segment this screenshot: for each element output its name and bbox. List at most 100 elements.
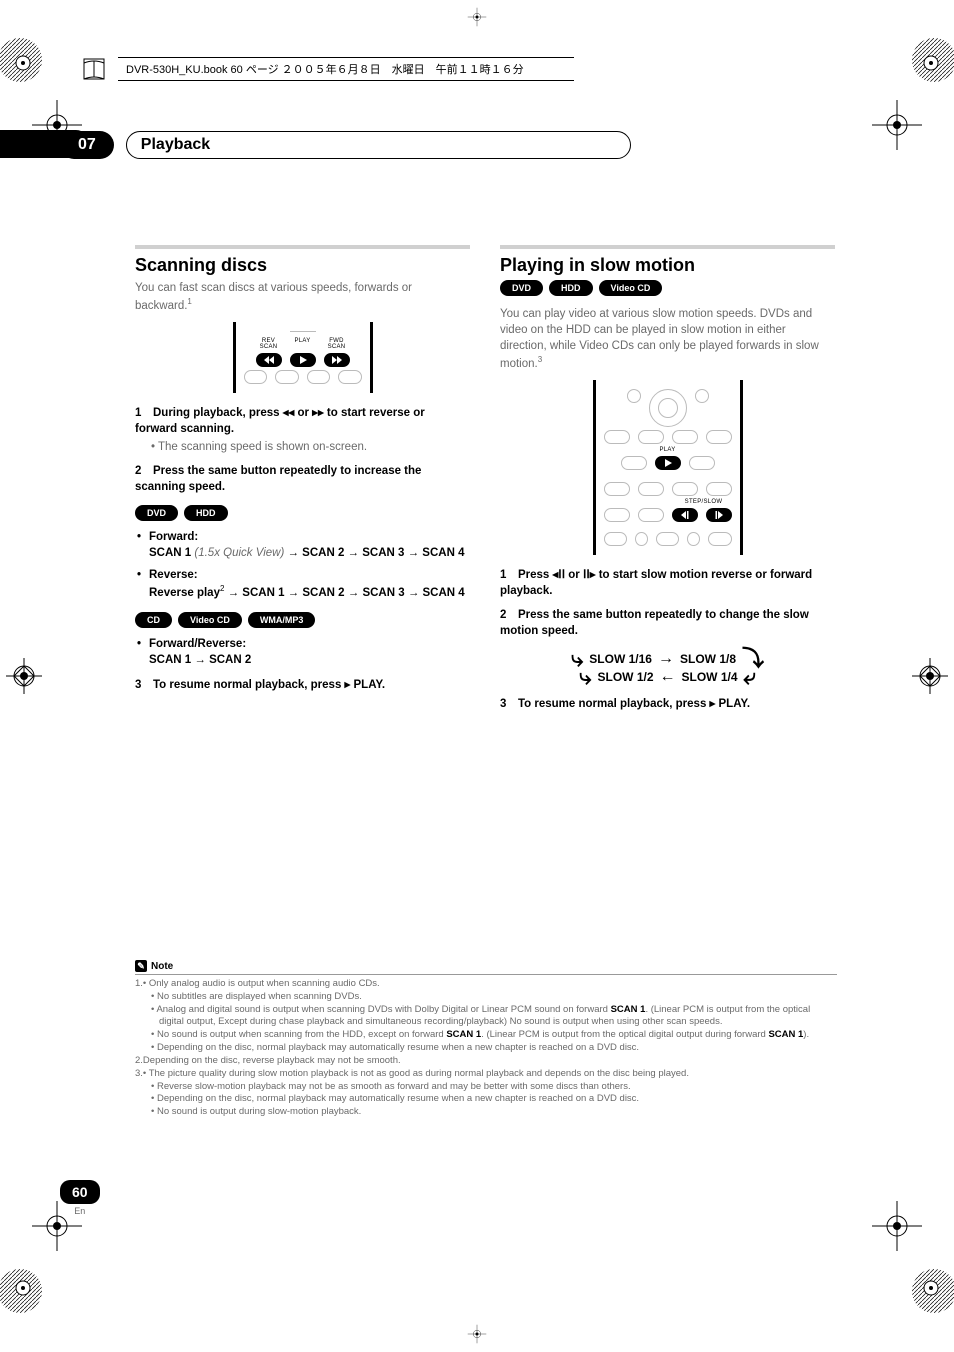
footnote-1c: • Analog and digital sound is output whe… (135, 1004, 837, 1030)
remote-button-icon (275, 370, 299, 384)
remote-button-icon (672, 430, 698, 444)
pill-dvd: DVD (500, 280, 543, 296)
header-file-path: DVR-530H_KU.book 60 ページ ２００５年６月８日 水曜日 午前… (118, 57, 574, 81)
remote-button-icon (656, 532, 680, 546)
step-text: During playback, press ◂◂ or ▸▸ to start… (135, 407, 425, 435)
note-text: . (Linear PCM is output from the optical… (481, 1029, 768, 1040)
quick-view-text: (1.5x Quick View) (194, 547, 284, 559)
media-pills: DVD HDD (135, 505, 470, 521)
heading-rule (135, 245, 470, 249)
right-column: Playing in slow motion DVD HDD Video CD … (500, 245, 835, 714)
remote-label: STEP/SLOW (676, 499, 732, 505)
step-text: Press the same button repeatedly to chan… (500, 609, 809, 637)
fr-label: Forward/Reverse: (149, 638, 470, 650)
corner-ornament-icon (894, 30, 954, 90)
forward-label: Forward: (149, 531, 470, 543)
pill-wma: WMA/MP3 (248, 612, 316, 628)
cropmark-icon (464, 1321, 490, 1347)
footnote-1a: 1.• Only analog audio is output when sca… (135, 978, 837, 991)
footnote-1d: • No sound is output when scanning from … (135, 1029, 837, 1042)
step-text: To resume normal playback, press ▸ PLAY. (153, 679, 385, 691)
step-text: Press the same button repeatedly to incr… (135, 465, 421, 493)
content: Scanning discs You can fast scan discs a… (135, 245, 835, 714)
remote-button-icon (604, 508, 630, 522)
remote-diagram: REV SCAN PLAY FWD SCAN (233, 322, 373, 393)
remote-label: PLAY (290, 338, 316, 344)
fwd-scan-button-icon (324, 353, 350, 367)
scan-text: → SCAN 2 → SCAN 3 → SCAN 4 (284, 547, 464, 559)
step-2: 2Press the same button repeatedly to inc… (135, 463, 470, 495)
footnote-3c: • Depending on the disc, normal playback… (135, 1093, 837, 1106)
page: DVR-530H_KU.book 60 ページ ２００５年６月８日 水曜日 午前… (0, 0, 954, 1351)
step-1-sub: The scanning speed is shown on-screen. (151, 439, 470, 455)
scan-text: Reverse play (149, 587, 220, 599)
note-label: Note (151, 961, 173, 972)
remote-button-icon (638, 482, 664, 496)
scanning-intro: You can fast scan discs at various speed… (135, 280, 470, 314)
remote-dpad-icon (641, 381, 695, 435)
pill-videocd: Video CD (178, 612, 242, 628)
remote-button-icon (338, 370, 362, 384)
remote-button-icon (627, 389, 641, 403)
heading-rule (500, 245, 835, 249)
remote-button-icon (307, 370, 331, 384)
play-button-icon (290, 353, 316, 367)
footnote-ref: 1 (187, 297, 191, 306)
remote-diagram: PLAY STEP/SLOW (593, 380, 743, 555)
media-pills: CD Video CD WMA/MP3 (135, 612, 470, 628)
step-2: 2Press the same button repeatedly to cha… (500, 607, 835, 639)
slow-cycle-diagram: ⤷ SLOW 1/16 SLOW 1/8 ⤵ ⤷ SLOW 1/2 SLOW 1… (553, 650, 783, 686)
scanning-heading: Scanning discs (135, 255, 470, 276)
cropmark-icon (862, 90, 932, 160)
note-text: • No sound is output when scanning from … (151, 1029, 446, 1040)
scan-text: SCAN 1 → SCAN 2 (149, 654, 251, 666)
section-title: Playback (126, 131, 631, 159)
step-3: 3To resume normal playback, press ▸ PLAY… (500, 696, 835, 712)
note-text: ). (803, 1029, 809, 1040)
remote-button-icon (706, 430, 732, 444)
remote-button-icon (604, 430, 630, 444)
footnote-3d: • No sound is output during slow-motion … (135, 1106, 837, 1119)
remote-button-icon (638, 508, 664, 522)
reverse-label: Reverse: (149, 569, 470, 581)
remote-button-icon (638, 430, 664, 444)
reverse-sequence: Reverse play2 → SCAN 1 → SCAN 2 → SCAN 3… (149, 583, 470, 602)
cropmark-icon (910, 656, 950, 696)
remote-button-icon (604, 532, 628, 546)
slow-speed: SLOW 1/16 (589, 652, 652, 666)
step-rev-button-icon (672, 508, 698, 522)
intro-text: You can fast scan discs at various speed… (135, 282, 412, 312)
page-lang: En (60, 1206, 100, 1216)
note-text: • Analog and digital sound is output whe… (151, 1004, 611, 1015)
step-1: 1During playback, press ◂◂ or ▸▸ to star… (135, 405, 470, 437)
page-number-badge: 60 En (60, 1180, 100, 1216)
remote-button-icon (604, 482, 630, 496)
remote-label: FWD SCAN (324, 338, 350, 350)
note-bold: SCAN 1 (611, 1004, 646, 1015)
pill-hdd: HDD (549, 280, 593, 296)
remote-button-icon (687, 532, 700, 546)
note-bold: SCAN 1 (446, 1029, 481, 1040)
note-heading: ✎ Note (135, 960, 837, 975)
footnote-1b: • No subtitles are displayed when scanni… (135, 991, 837, 1004)
book-icon (80, 55, 108, 83)
footnote-3b: • Reverse slow-motion playback may not b… (135, 1081, 837, 1094)
corner-ornament-icon (0, 1261, 60, 1321)
pill-hdd: HDD (184, 505, 228, 521)
section-number: 07 (60, 131, 114, 159)
forward-sequence: SCAN 1 (1.5x Quick View) → SCAN 2 → SCAN… (149, 545, 470, 562)
slow-speed: SLOW 1/2 (597, 670, 653, 684)
page-number: 60 (60, 1180, 100, 1204)
footnote-1e: • Depending on the disc, normal playback… (135, 1042, 837, 1055)
scan-text: → SCAN 1 → SCAN 2 → SCAN 3 → SCAN 4 (224, 587, 464, 599)
remote-button-icon (706, 482, 732, 496)
intro-text: You can play video at various slow motio… (500, 308, 819, 370)
slowmotion-heading: Playing in slow motion (500, 255, 835, 276)
play-button-icon (655, 456, 681, 470)
header-bar: DVR-530H_KU.book 60 ページ ２００５年６月８日 水曜日 午前… (80, 55, 574, 83)
step-3: 3To resume normal playback, press ▸ PLAY… (135, 677, 470, 693)
footnotes: ✎ Note 1.• Only analog audio is output w… (135, 960, 837, 1119)
remote-button-icon (672, 482, 698, 496)
note-icon: ✎ (135, 960, 147, 972)
cropmark-icon (4, 656, 44, 696)
